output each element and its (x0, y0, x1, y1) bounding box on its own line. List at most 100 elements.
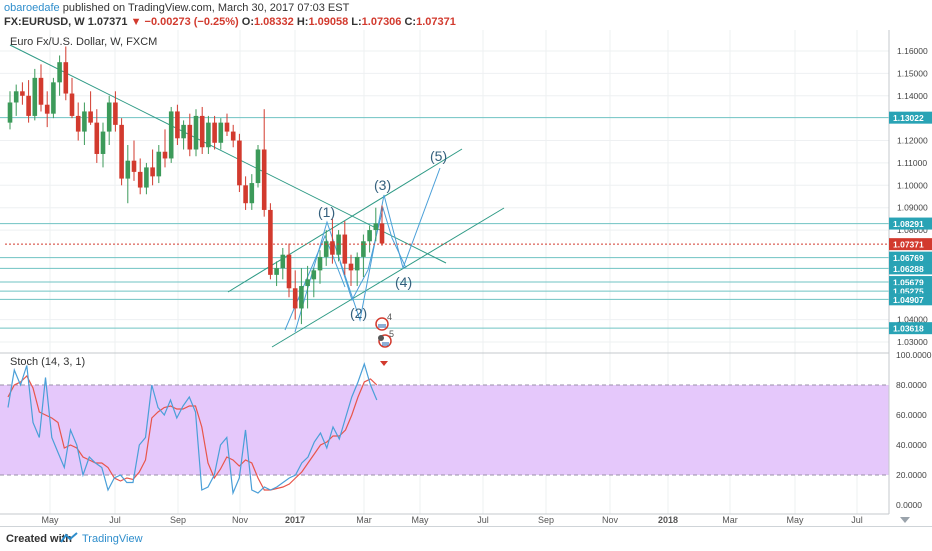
close-value: 1.07371 (416, 16, 456, 28)
stoch-tick-label: 0.0000 (896, 500, 922, 510)
level-label-bg (889, 111, 932, 124)
descending-trendline[interactable] (9, 44, 447, 264)
level-label-bg (889, 251, 932, 264)
price-tick-label: 1.10000 (897, 180, 928, 190)
candle-body (230, 131, 236, 141)
candle-body (224, 122, 230, 132)
candle-body (94, 122, 100, 154)
level-label-bg (889, 322, 932, 335)
wave-labels: (1) (2) (3) (4) (5) (318, 148, 447, 321)
open-label: O: (241, 16, 254, 28)
time-tick-label: Jul (109, 515, 121, 525)
candle-body (261, 149, 267, 210)
candle-body (113, 102, 118, 125)
time-tick-label: Sep (538, 515, 554, 525)
lower-channel-line[interactable] (271, 207, 505, 348)
event-marker-5: 5 (389, 329, 394, 339)
candle-body (373, 223, 379, 231)
price-axis[interactable]: 1.16000 1.15000 1.14000 1.12000 1.11000 1.100… (897, 46, 928, 347)
candle-body (63, 62, 69, 94)
footer: Created with TradingView (0, 526, 932, 551)
chart-header: obaroedafe published on TradingView.com,… (0, 0, 932, 30)
last-price-label-bg (889, 238, 932, 251)
time-tick-label: Nov (232, 515, 249, 525)
level-label-bg (889, 217, 932, 230)
level-label: 1.04907 (893, 295, 924, 305)
created-with-text: Created with (6, 533, 73, 545)
wave-label-5: (5) (430, 148, 447, 164)
low-value: 1.07306 (361, 16, 402, 28)
wave-path[interactable] (294, 167, 441, 333)
candle-body (342, 234, 348, 264)
price-tick-label: 1.08000 (897, 225, 928, 235)
candle-body (131, 160, 137, 172)
author-link[interactable]: obaroedafe (4, 2, 60, 14)
price-tick-label: 1.16000 (897, 46, 928, 56)
candle-body (32, 77, 38, 116)
candle-body (274, 268, 279, 275)
stoch-down-arrow-icon (380, 361, 388, 366)
candle-body (299, 286, 304, 309)
candle-body (150, 167, 155, 177)
candle-body (38, 77, 44, 105)
candle-body (268, 209, 273, 275)
candle-body (187, 124, 193, 150)
candle-body (305, 279, 310, 287)
candle-body (218, 122, 224, 143)
candle-body (75, 115, 81, 132)
wave-label-3: (3) (374, 177, 391, 193)
candle-body (193, 115, 199, 150)
candle-body (237, 140, 242, 186)
upper-channel-line[interactable] (227, 148, 463, 293)
time-tick-label: Sep (170, 515, 186, 525)
level-label: 1.08291 (893, 219, 924, 229)
candle-body (106, 102, 112, 132)
high-value: 1.09058 (308, 16, 349, 28)
price-tick-label: 1.04000 (897, 315, 928, 325)
price-tick-label: 1.09000 (897, 203, 928, 213)
candle-body (292, 288, 298, 309)
candle-body (323, 241, 329, 257)
time-tick-label: Mar (722, 515, 738, 525)
tradingview-brand[interactable]: TradingView (82, 533, 143, 545)
level-label: 1.05275 (893, 287, 924, 297)
time-tick-label: 2017 (285, 515, 305, 525)
close-label: C: (404, 16, 417, 28)
candle-body (379, 223, 385, 244)
candle-body (206, 122, 211, 148)
sub-wave-path-1[interactable] (284, 234, 346, 331)
time-tick-label: Jul (851, 515, 863, 525)
wave-label-2: (2) (350, 305, 367, 321)
candle-body (311, 270, 317, 280)
level-label: 1.13022 (893, 113, 924, 123)
last-price-label: 1.07371 (893, 240, 924, 250)
level-label: 1.05679 (893, 278, 924, 288)
stochastic-lines (7, 362, 378, 496)
candle-body (348, 263, 354, 271)
chart-settings-icon[interactable] (900, 517, 910, 523)
candle-body (162, 151, 168, 159)
candle-body (88, 111, 93, 123)
level-label-bg (889, 293, 932, 306)
stoch-k-line (7, 362, 378, 496)
price-chart[interactable]: (1) (2) (3) (4) (5) 4 5 Euro Fx/U.S. Dol… (0, 30, 932, 526)
horizontal-levels (0, 117, 889, 329)
stoch-tick-label: 80.0000 (896, 380, 927, 390)
ohlc-line: FX:EURUSD, W 1.07371 ▼ −0.00273 (−0.25%)… (4, 16, 456, 28)
candle-body (361, 241, 366, 257)
stoch-band (0, 384, 889, 476)
tradingview-logo-icon (60, 532, 78, 543)
level-label: 1.06288 (893, 264, 924, 274)
time-tick-label: May (411, 515, 429, 525)
candle-body (156, 151, 162, 177)
stoch-axis[interactable]: 100.0000 80.0000 60.0000 40.0000 20.0000 0.00… (896, 350, 932, 510)
stoch-tick-label: 60.0000 (896, 410, 927, 420)
candle-body (243, 185, 248, 204)
high-label: H: (296, 16, 309, 28)
event-markers[interactable]: 4 5 (375, 312, 394, 348)
level-label: 1.03618 (893, 324, 924, 334)
flag-stripes-icon (382, 342, 389, 346)
time-axis[interactable]: May Jul Sep Nov 2017 Mar May Jul Sep Nov 2018 Mar Ma… (41, 515, 862, 525)
level-label: 1.06769 (893, 253, 924, 263)
event-dot-icon (378, 335, 384, 341)
